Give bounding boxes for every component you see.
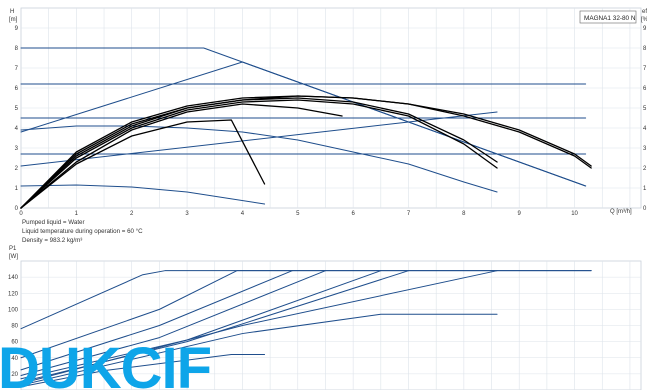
head-right-symbol: eff <box>642 9 647 15</box>
head-x-tick-label: 2 <box>130 211 134 217</box>
head-x-tick-label: 10 <box>571 211 578 217</box>
head-right-tick-label: 5 <box>643 106 647 112</box>
head-chart: 0 1 2 3 4 5 6 7 8 9 0 1 2 3 4 5 6 7 8 9 0 1 2 3 4 5 6 7 8 9 10 H [m] e… <box>9 7 647 217</box>
power-y-symbol: P1 <box>9 246 17 252</box>
head-x-tick-label: 0 <box>19 211 23 217</box>
power-blue-line <box>20 270 409 383</box>
power-blue-line <box>20 313 498 386</box>
head-black-curve <box>20 99 498 209</box>
power-y-unit: [W] <box>9 254 18 260</box>
head-black-curve <box>20 97 498 209</box>
power-y-tick-label: 60 <box>11 340 18 346</box>
power-blue-line <box>20 270 326 376</box>
note-pumped-liquid: Pumped liquid = Water <box>22 219 85 226</box>
head-right-tick-label: 2 <box>643 166 647 172</box>
head-x-tick-label: 9 <box>518 211 522 217</box>
power-y-tick-label: 100 <box>8 307 19 313</box>
head-y-unit: [m] <box>9 17 18 23</box>
head-y-tick-label: 3 <box>15 146 19 152</box>
power-tick-labels: 20 40 60 80 100 120 140 <box>8 275 19 378</box>
power-chart: 20 40 60 80 100 120 140 P1 [W] <box>8 246 642 390</box>
head-right-tick-label: 8 <box>643 46 647 52</box>
head-y-tick-label: 2 <box>15 166 19 172</box>
head-right-unit: [%] <box>641 17 647 23</box>
head-right-tick-label: 7 <box>643 66 647 72</box>
head-y-tick-label: 4 <box>15 126 19 132</box>
power-blue-line <box>20 354 266 388</box>
operating-notes: Pumped liquid = Water Liquid temperature… <box>22 219 143 244</box>
model-label: MAGNA1 32-80 N <box>584 15 636 22</box>
head-x-label: Q [m³/h] <box>610 209 632 215</box>
head-blue-line <box>20 184 266 205</box>
head-x-tick-label: 5 <box>296 211 300 217</box>
head-x-tick-label: 8 <box>462 211 466 217</box>
power-y-tick-label: 140 <box>8 275 19 281</box>
watermark-logo: DUKCIF <box>0 336 211 390</box>
head-black-curves <box>20 95 592 209</box>
head-blue-line <box>20 125 498 193</box>
head-black-curve <box>20 95 592 209</box>
power-y-tick-label: 80 <box>11 324 18 330</box>
head-right-tick-label: 4 <box>643 126 647 132</box>
model-label-box <box>579 10 637 24</box>
power-y-tick-label: 20 <box>11 372 18 378</box>
head-right-tick-label: 1 <box>643 186 647 192</box>
head-right-tick-label: 6 <box>643 86 647 92</box>
note-density: Density = 983.2 kg/m³ <box>22 237 82 244</box>
head-tick-labels: 0 1 2 3 4 5 6 7 8 9 0 1 2 3 4 5 6 7 8 9 0 1 2 3 4 5 6 7 8 9 10 <box>15 26 647 217</box>
power-y-tick-label: 120 <box>8 291 19 297</box>
power-y-tick-label: 40 <box>11 356 18 362</box>
power-grid <box>21 261 641 390</box>
head-x-tick-label: 7 <box>407 211 411 217</box>
head-right-tick-label: 3 <box>643 146 647 152</box>
head-y-tick-label: 0 <box>15 206 19 212</box>
head-y-tick-label: 9 <box>15 26 19 32</box>
head-y-tick-label: 7 <box>15 66 19 72</box>
power-blue-lines <box>20 270 592 388</box>
head-y-tick-label: 5 <box>15 106 19 112</box>
head-x-tick-label: 6 <box>351 211 355 217</box>
head-x-tick-label: 1 <box>75 211 79 217</box>
note-liquid-temperature: Liquid temperature during operation = 60… <box>22 228 143 235</box>
head-black-curve <box>20 103 343 209</box>
head-y-tick-label: 6 <box>15 86 19 92</box>
power-blue-line <box>20 270 498 385</box>
head-y-symbol: H <box>10 9 14 15</box>
head-right-tick-label: 0 <box>643 206 647 212</box>
power-blue-line <box>20 270 592 359</box>
head-black-curve <box>20 119 266 209</box>
head-x-tick-label: 3 <box>185 211 189 217</box>
head-right-tick-label: 9 <box>643 26 647 32</box>
head-y-tick-label: 8 <box>15 46 19 52</box>
power-blue-line <box>20 270 293 371</box>
head-y-tick-label: 1 <box>15 186 19 192</box>
head-x-tick-label: 4 <box>241 211 245 217</box>
